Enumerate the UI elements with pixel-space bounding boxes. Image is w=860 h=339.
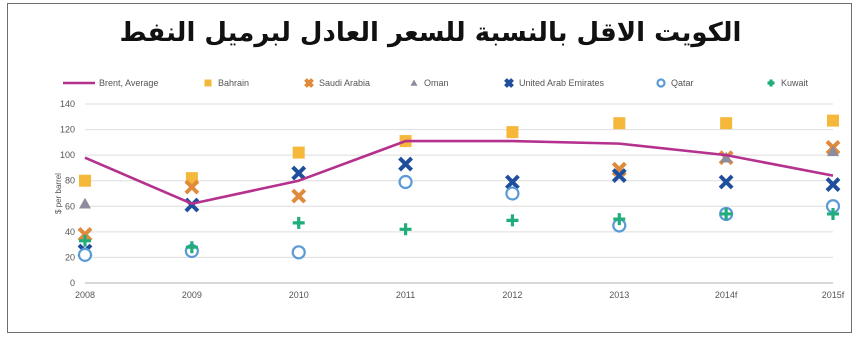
y-tick-label-80: 80	[65, 176, 75, 186]
point-qatar-2008	[77, 247, 93, 262]
series-line-brent-average	[84, 139, 834, 206]
legend-label-oman: Oman	[424, 78, 449, 88]
x-tick-label-2012: 2012	[502, 290, 522, 300]
point-kuwait-2008	[79, 234, 91, 247]
y-tick-label-120: 120	[60, 125, 75, 135]
point-bahrain-2009	[185, 172, 198, 185]
point-kuwait-2010	[292, 216, 305, 229]
point-bahrain-2014f	[720, 117, 733, 130]
x-tick-label-2014f: 2014f	[715, 290, 738, 300]
point-kuwait-2013	[613, 213, 626, 226]
y-tick-label-40: 40	[65, 227, 75, 237]
y-tick-label-60: 60	[65, 201, 75, 211]
point-saudi-arabia-2009	[184, 179, 200, 195]
point-kuwait-2009	[185, 241, 198, 254]
x-tick-label-2013: 2013	[609, 290, 629, 300]
legend-swatch-oman	[410, 79, 418, 86]
legend-swatch-saudi-arabia	[304, 78, 314, 88]
point-qatar-2012	[505, 186, 520, 201]
point-united-arab-emirates-2011	[398, 156, 413, 172]
legend-label-qatar: Qatar	[671, 78, 694, 88]
point-oman-2008	[79, 197, 91, 209]
y-tick-label-0: 0	[70, 278, 75, 288]
legend-label-brent-average: Brent, Average	[99, 78, 158, 88]
legend-label-saudi-arabia: Saudi Arabia	[319, 78, 370, 88]
x-tick-label-2008: 2008	[75, 290, 95, 300]
x-tick-label-2015f: 2015f	[822, 290, 845, 300]
point-kuwait-2014f	[720, 207, 733, 220]
point-united-arab-emirates-2010	[291, 165, 307, 181]
point-kuwait-2012	[506, 214, 519, 227]
point-bahrain-2013	[613, 117, 626, 130]
point-saudi-arabia-2010	[291, 188, 307, 204]
y-tick-label-100: 100	[60, 150, 75, 160]
point-bahrain-2015f	[827, 114, 839, 127]
point-kuwait-2015f	[827, 207, 839, 220]
legend-swatch-united-arab-emirates	[504, 78, 514, 88]
point-kuwait-2011	[399, 223, 412, 236]
y-tick-label-20: 20	[65, 252, 75, 262]
legend-label-united-arab-emirates: United Arab Emirates	[519, 78, 605, 88]
point-united-arab-emirates-2012	[505, 174, 520, 190]
x-tick-label-2010: 2010	[289, 290, 309, 300]
chart-title: الكويت الاقل بالنسبة للسعر العادل لبرميل…	[119, 18, 742, 48]
legend-label-kuwait: Kuwait	[781, 78, 809, 88]
point-bahrain-2008	[79, 174, 91, 187]
point-united-arab-emirates-2015f	[825, 177, 841, 192]
point-bahrain-2010	[292, 146, 305, 159]
point-qatar-2010	[291, 245, 306, 260]
point-bahrain-2012	[506, 126, 519, 139]
point-oman-2014f	[720, 151, 733, 163]
legend-swatch-kuwait	[767, 79, 775, 87]
point-united-arab-emirates-2013	[611, 168, 627, 184]
point-saudi-arabia-2008	[77, 226, 93, 242]
legend-label-bahrain: Bahrain	[218, 78, 249, 88]
x-tick-label-2011: 2011	[396, 290, 415, 300]
point-qatar-2011	[398, 174, 413, 190]
y-axis-title: $ per barrel	[54, 173, 63, 214]
y-tick-label-140: 140	[60, 99, 75, 109]
point-united-arab-emirates-2014f	[718, 174, 734, 190]
point-oman-2015f	[827, 145, 839, 157]
legend-swatch-bahrain	[204, 79, 212, 87]
x-tick-label-2009: 2009	[182, 290, 202, 300]
legend-swatch-qatar	[656, 78, 666, 88]
chart-frame: الكويت الاقل بالنسبة للسعر العادل لبرميل…	[7, 3, 852, 333]
